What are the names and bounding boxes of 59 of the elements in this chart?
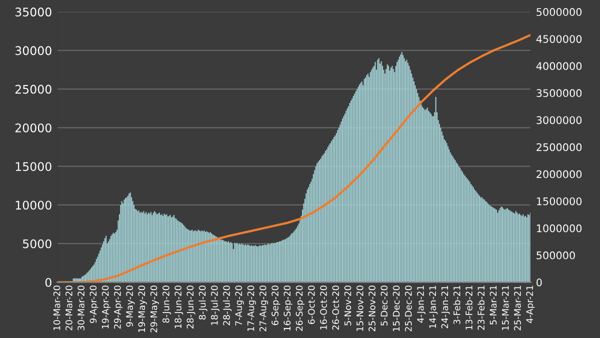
x-tick-label: 28-Jul-20	[222, 286, 232, 326]
x-tick-label: 16-Sep-20	[284, 286, 292, 331]
x-tick-label: 29-May-20	[150, 286, 159, 332]
x-tick-label: 4-Apr-21	[526, 286, 535, 324]
x-tick-label: 16-Oct-20	[320, 286, 327, 330]
x-tick-label: 7-Aug-20	[235, 286, 244, 326]
y2-tick-label: 3500000	[536, 89, 582, 98]
y2-tick-label: 5000000	[536, 8, 582, 16]
x-tick-label: 28-Jun-20	[186, 286, 196, 328]
y-tick-label: 0	[45, 278, 52, 287]
y2-tick-label: 2000000	[536, 170, 582, 178]
y-tick-label: 25000	[15, 84, 52, 94]
x-tick-label: 13-Feb-21	[465, 286, 472, 330]
y2-tick-label: 2500000	[536, 143, 582, 152]
x-tick-label: 24-Jan-21	[441, 286, 450, 328]
x-tick-label: 6-Oct-20	[308, 286, 315, 324]
x-tick-label: 26-Sep-20	[296, 286, 304, 331]
x-tick-label: 9-Apr-20	[90, 286, 98, 324]
x-tick-label: 23-Feb-21	[478, 286, 485, 330]
x-tick-label: 18-Jul-20	[210, 286, 220, 325]
x-tick-label: 26-Oct-20	[332, 286, 340, 330]
x-tick-label: 17-Aug-20	[247, 286, 256, 331]
x-tick-label: 3-Feb-21	[453, 286, 460, 324]
x-tick-label: 5-Dec-20	[380, 286, 388, 326]
y-tick-label: 15000	[16, 162, 52, 171]
y-tick-label: 5000	[23, 239, 52, 248]
y2-tick-label: 3000000	[536, 116, 582, 124]
x-tick-label: 15-Mar-21	[502, 286, 509, 330]
x-tick-label: 30-Mar-20	[78, 286, 84, 330]
x-tick-label: 25-Nov-20	[368, 286, 376, 332]
x-tick-label: 5-Mar-21	[490, 286, 497, 325]
x-tick-label: 25-Dec-20	[404, 286, 412, 332]
x-tick-label: 9-May-20	[126, 286, 135, 327]
x-tick-label: 27-Aug-20	[259, 286, 268, 332]
x-tick-label: 8-Jul-20	[198, 286, 208, 320]
y-tick-label: 30000	[15, 46, 52, 56]
y2-tick-label: 0	[536, 278, 542, 286]
x-tick-label: 20-Mar-20	[66, 286, 72, 330]
y2-tick-label: 4000000	[536, 62, 582, 70]
x-tick-label: 4-Jan-21	[417, 286, 426, 323]
y2-tick-label: 4500000	[536, 35, 582, 43]
y2-tick-label: 1000000	[537, 224, 582, 232]
x-tick-label: 5-Nov-20	[344, 286, 352, 326]
y-tick-label: 10000	[16, 200, 52, 210]
x-tick-label: 15-Dec-20	[392, 286, 400, 331]
x-tick-label: 15-Nov-20	[356, 286, 364, 331]
x-tick-label: 6-Sep-20	[272, 286, 280, 326]
y2-tick-label: 500000	[536, 251, 575, 260]
x-tick-label: 14-Jan-21	[429, 286, 438, 328]
x-tick-label: 25-Mar-21	[514, 286, 521, 330]
x-tick-label: 10-Mar-20	[53, 286, 60, 330]
y2-tick-label: 1500000	[537, 197, 582, 206]
y-tick-label: 20000	[15, 123, 52, 132]
x-tick-label: 18-Jun-20	[174, 286, 184, 328]
x-tick-label: 29-Apr-20	[114, 286, 123, 329]
x-tick-label: 8-Jun-20	[162, 286, 172, 323]
x-tick-label: 19-May-20	[138, 286, 147, 332]
x-tick-label: 19-Apr-20	[102, 286, 110, 328]
y-tick-label: 35000	[15, 8, 52, 16]
